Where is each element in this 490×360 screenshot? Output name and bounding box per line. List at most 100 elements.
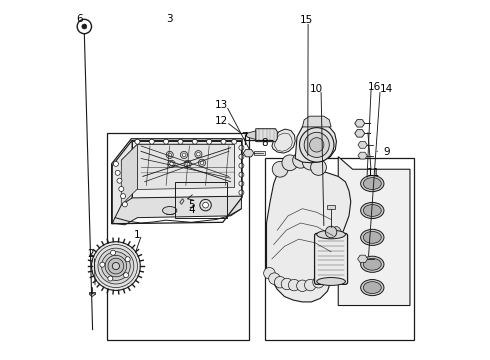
Polygon shape xyxy=(137,144,234,189)
Text: 2: 2 xyxy=(87,248,94,258)
Polygon shape xyxy=(180,199,184,204)
Circle shape xyxy=(125,257,130,262)
Circle shape xyxy=(108,276,113,281)
Polygon shape xyxy=(327,205,335,209)
Circle shape xyxy=(274,276,286,288)
Circle shape xyxy=(282,155,298,171)
Circle shape xyxy=(310,138,324,152)
Circle shape xyxy=(95,244,137,288)
Circle shape xyxy=(239,145,244,150)
Text: 6: 6 xyxy=(77,14,83,24)
Ellipse shape xyxy=(361,202,384,219)
Circle shape xyxy=(239,163,244,168)
Circle shape xyxy=(200,199,211,211)
Ellipse shape xyxy=(331,226,342,241)
Polygon shape xyxy=(272,129,295,153)
Circle shape xyxy=(98,248,134,284)
Polygon shape xyxy=(112,196,242,225)
Polygon shape xyxy=(256,129,277,141)
Circle shape xyxy=(168,160,175,167)
Ellipse shape xyxy=(361,256,384,273)
Circle shape xyxy=(323,267,335,279)
Circle shape xyxy=(203,202,208,208)
Polygon shape xyxy=(267,160,351,302)
Polygon shape xyxy=(338,157,410,306)
Circle shape xyxy=(123,273,128,278)
Polygon shape xyxy=(245,131,256,139)
Circle shape xyxy=(192,139,197,144)
Circle shape xyxy=(296,280,308,292)
Bar xyxy=(254,151,265,155)
Circle shape xyxy=(115,170,120,175)
Bar xyxy=(175,182,227,218)
Text: 16: 16 xyxy=(368,82,381,92)
Circle shape xyxy=(196,152,200,156)
Circle shape xyxy=(221,139,226,144)
Circle shape xyxy=(195,150,202,158)
Text: 9: 9 xyxy=(383,147,390,157)
Text: 12: 12 xyxy=(215,116,228,126)
Ellipse shape xyxy=(364,282,381,293)
Polygon shape xyxy=(122,144,234,180)
Polygon shape xyxy=(355,130,365,137)
Circle shape xyxy=(113,161,119,166)
Polygon shape xyxy=(132,140,242,198)
Circle shape xyxy=(117,178,122,183)
Text: 5: 5 xyxy=(189,200,195,210)
Ellipse shape xyxy=(361,279,384,296)
Ellipse shape xyxy=(317,278,345,285)
Circle shape xyxy=(135,139,140,144)
Text: 11: 11 xyxy=(367,168,380,178)
Polygon shape xyxy=(89,292,95,294)
Circle shape xyxy=(319,273,330,284)
Circle shape xyxy=(325,226,337,238)
Ellipse shape xyxy=(361,229,384,246)
Circle shape xyxy=(101,252,130,280)
Circle shape xyxy=(100,262,105,267)
Circle shape xyxy=(232,139,237,144)
Ellipse shape xyxy=(364,204,381,216)
Circle shape xyxy=(149,139,154,144)
Circle shape xyxy=(170,162,173,166)
Circle shape xyxy=(168,153,172,157)
Circle shape xyxy=(293,152,309,168)
Polygon shape xyxy=(112,140,242,187)
Circle shape xyxy=(105,255,126,277)
Text: 4: 4 xyxy=(189,206,195,216)
Circle shape xyxy=(289,279,300,291)
Ellipse shape xyxy=(317,230,345,239)
Ellipse shape xyxy=(331,244,342,259)
Ellipse shape xyxy=(364,258,381,270)
Polygon shape xyxy=(90,294,95,297)
Circle shape xyxy=(180,151,188,158)
Ellipse shape xyxy=(364,231,381,243)
Circle shape xyxy=(313,276,324,288)
Polygon shape xyxy=(302,116,331,127)
Circle shape xyxy=(272,161,288,177)
Circle shape xyxy=(122,202,127,207)
FancyBboxPatch shape xyxy=(315,233,347,284)
Text: 15: 15 xyxy=(299,15,313,26)
Circle shape xyxy=(108,258,124,274)
Circle shape xyxy=(119,186,124,192)
Circle shape xyxy=(164,139,169,144)
Circle shape xyxy=(304,132,329,157)
Circle shape xyxy=(82,24,87,29)
Text: 1: 1 xyxy=(134,230,141,239)
Circle shape xyxy=(92,242,140,291)
Circle shape xyxy=(299,128,334,162)
Text: 7: 7 xyxy=(241,132,247,142)
Circle shape xyxy=(182,153,186,157)
Circle shape xyxy=(178,139,183,144)
Circle shape xyxy=(239,190,244,195)
Circle shape xyxy=(239,172,244,177)
Ellipse shape xyxy=(361,176,384,192)
Circle shape xyxy=(207,139,212,144)
Text: 3: 3 xyxy=(167,14,173,24)
Polygon shape xyxy=(358,141,368,148)
Circle shape xyxy=(269,273,280,284)
Text: 13: 13 xyxy=(215,100,228,110)
Polygon shape xyxy=(122,144,137,205)
Circle shape xyxy=(264,267,275,279)
Ellipse shape xyxy=(331,262,342,277)
